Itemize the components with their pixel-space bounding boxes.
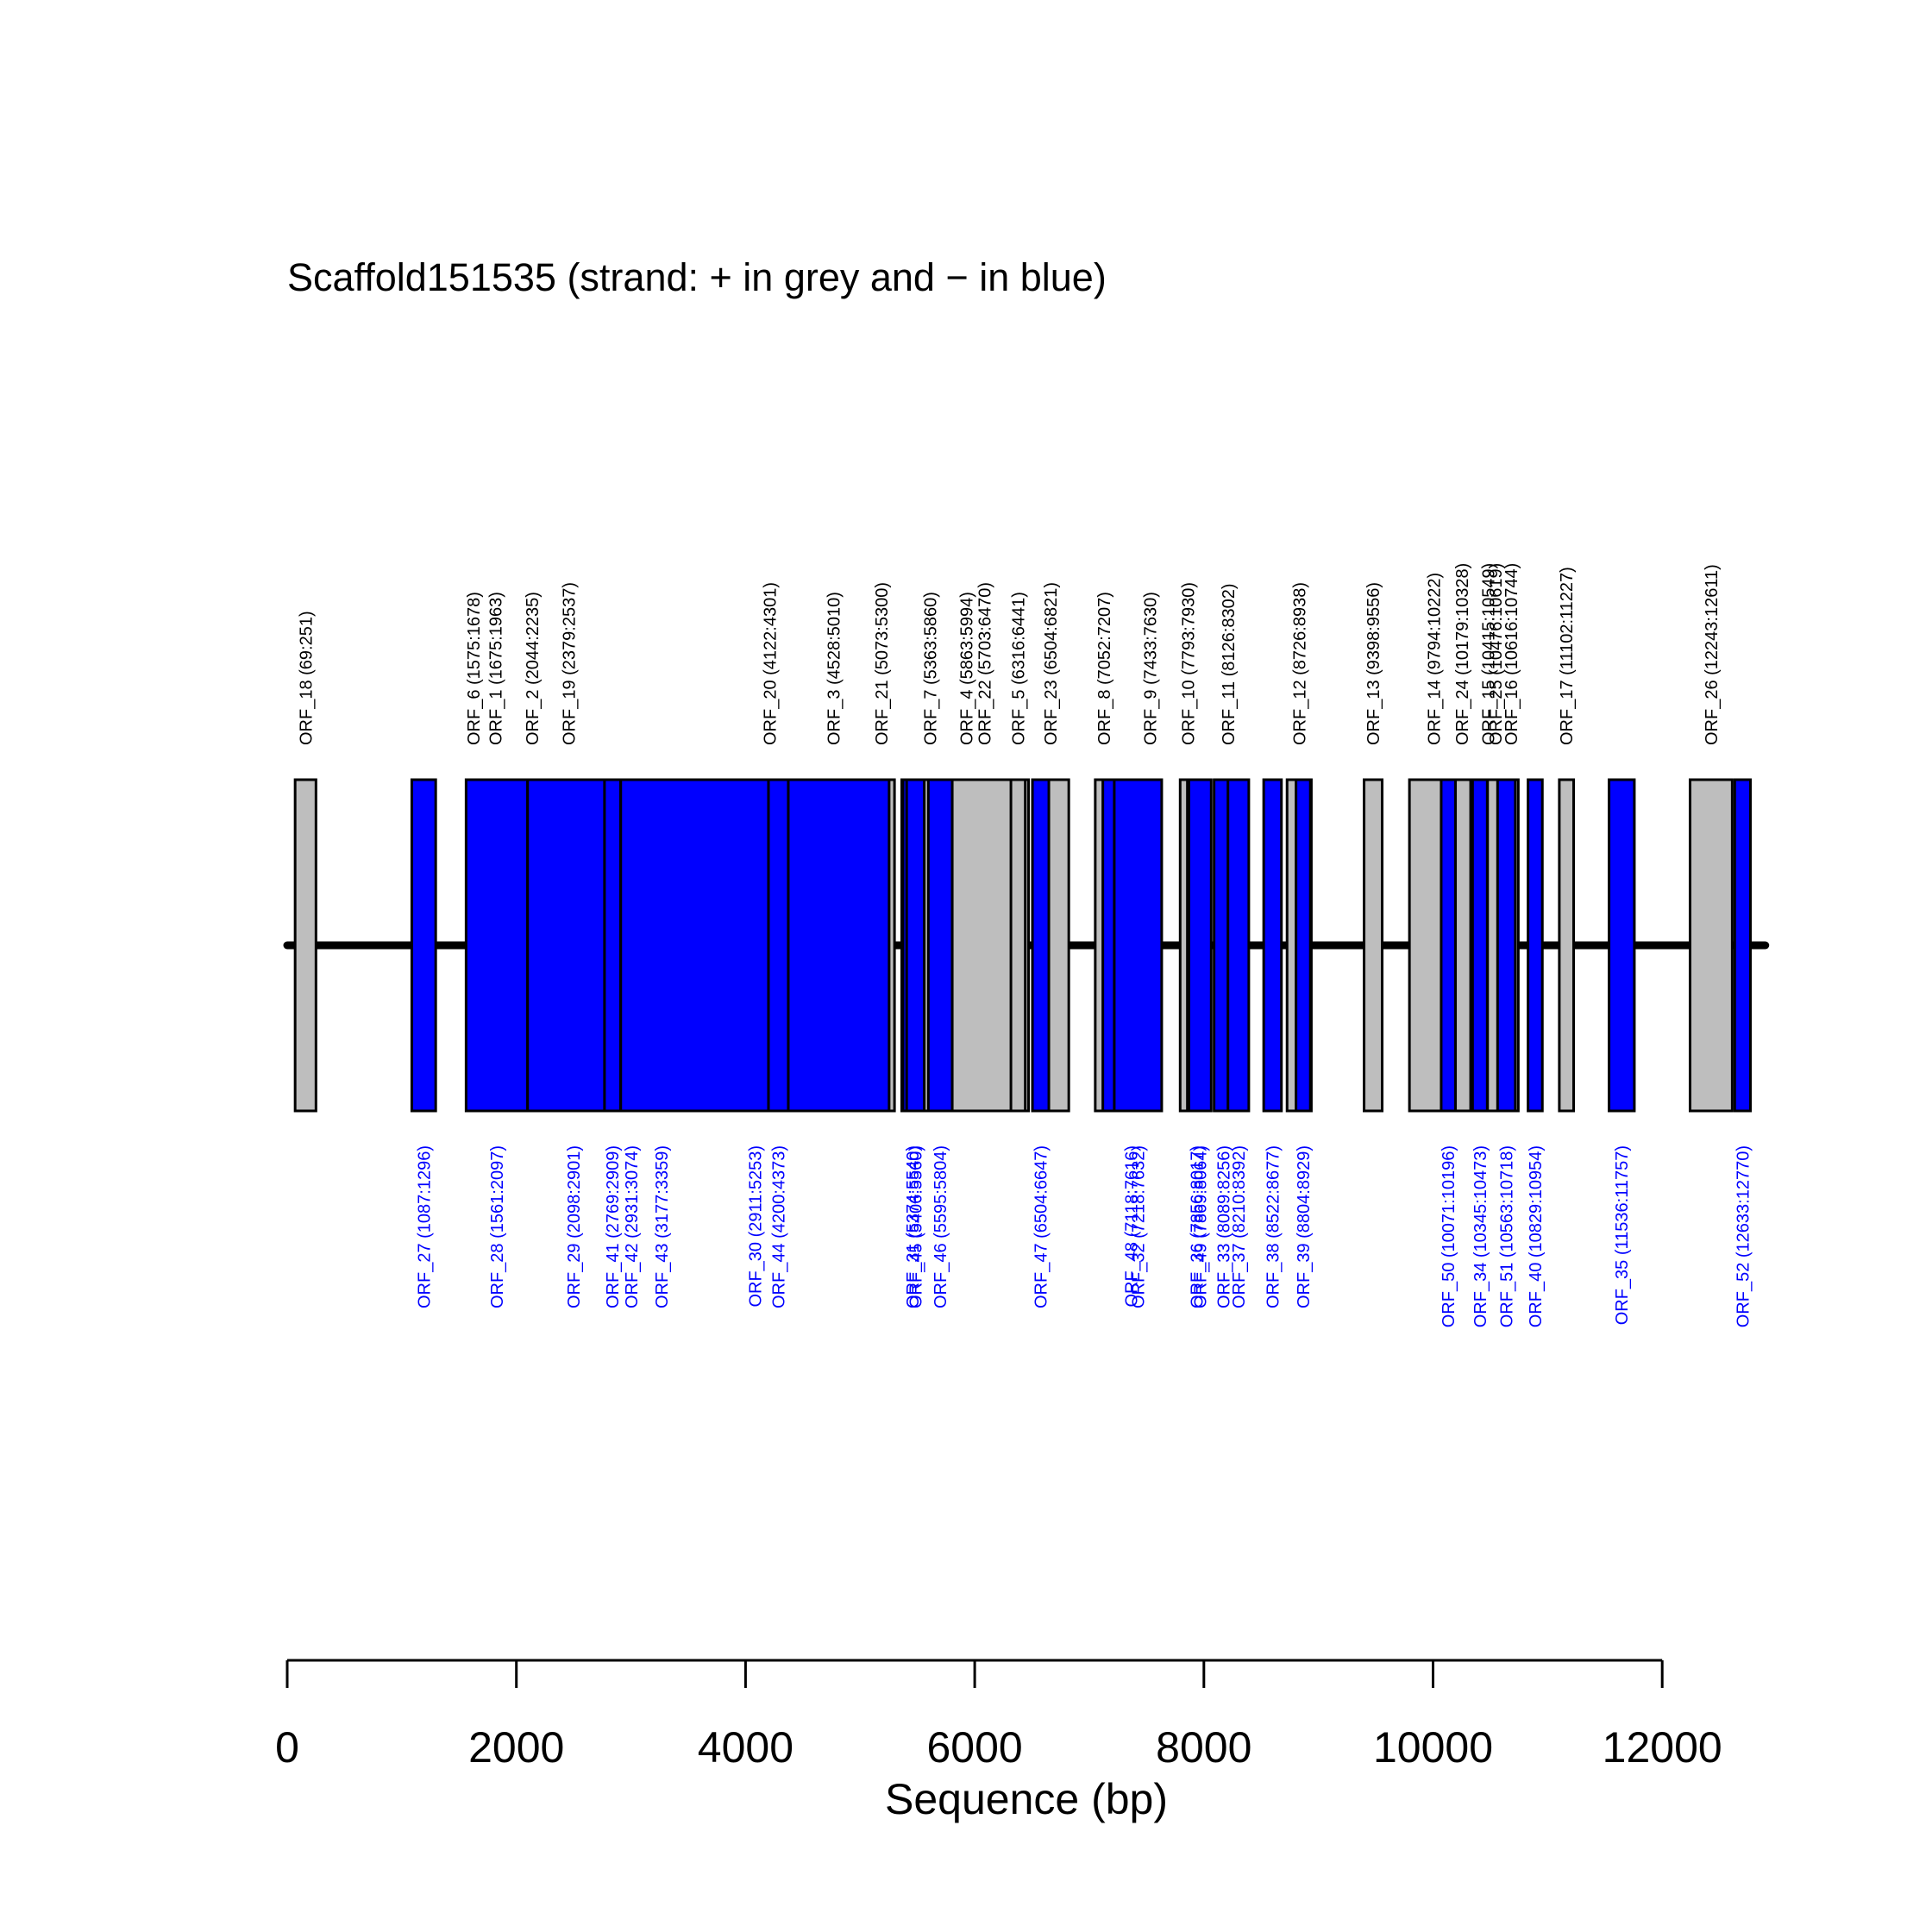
x-tick-label: 0 (275, 1723, 299, 1772)
plus-orf-label: ORF_10 (7793:7930) (1179, 582, 1198, 745)
minus-orf-box (410, 778, 437, 1113)
plus-orf-label: ORF_25 (10476:10619) (1487, 563, 1506, 745)
minus-orf-box (1608, 778, 1636, 1113)
x-tick-label: 10000 (1373, 1723, 1493, 1772)
x-axis: 0 2000 4000 6000 8000 10000 12000 (275, 1659, 1722, 1772)
minus-orf-label: ORF_50 (10071:10196) (1440, 1145, 1458, 1327)
plus-orf-box (1363, 778, 1384, 1113)
plus-orf-label: ORF_20 (4122:4301) (761, 582, 780, 745)
plus-orf-label: ORF_1 (1675:1963) (487, 592, 506, 745)
plus-orf-label: ORF_19 (2379:2537) (561, 582, 580, 745)
x-tick-label: 2000 (468, 1723, 564, 1772)
plus-orf-box (1688, 778, 1734, 1113)
plus-orf-label: ORF_14 (9794:10222) (1426, 573, 1445, 745)
minus-orf-label: ORF_30 (2911:5253) (746, 1145, 765, 1308)
minus-orf-label: ORF_46 (5595:5804) (932, 1145, 950, 1308)
minus-orf-box (619, 778, 891, 1113)
minus-orf-box (603, 778, 622, 1113)
minus-orf-box (1496, 778, 1517, 1113)
minus-orf-label: ORF_51 (10563:10718) (1498, 1145, 1517, 1327)
minus-orf-label: ORF_37 (8210:8392) (1230, 1145, 1249, 1308)
plus-orf-label: ORF_5 (6316:6441) (1009, 592, 1028, 745)
minus-orf-box (1113, 778, 1164, 1113)
minus-orf-box (905, 778, 926, 1113)
x-axis-title: Sequence (bp) (885, 1775, 1168, 1823)
minus-orf-box (1187, 778, 1213, 1113)
minus-orf-label: ORF_45 (5406:5560) (906, 1145, 925, 1308)
plus-orf-label: ORF_24 (10179:10328) (1453, 563, 1472, 745)
plus-orf-label: ORF_3 (4528:5010) (825, 592, 844, 745)
plus-orf-box (293, 778, 317, 1113)
minus-orf-box (464, 778, 530, 1113)
chart-title: Scaffold151535 (strand: + in grey and − … (287, 255, 1107, 299)
plus-orf-label: ORF_2 (2044:2235) (524, 592, 543, 745)
plus-orf-label: ORF_16 (10616:10744) (1502, 563, 1521, 745)
minus-orf-box (1295, 778, 1312, 1113)
plus-orf-label: ORF_22 (5703:6470) (976, 582, 995, 745)
minus-orf-box (1471, 778, 1489, 1113)
plus-orf-label: ORF_8 (7052:7207) (1095, 592, 1114, 745)
plus-orf-label: ORF_21 (5073:5300) (873, 582, 892, 745)
minus-orf-label: ORF_40 (10829:10954) (1527, 1145, 1546, 1327)
minus-orf-box (1031, 778, 1051, 1113)
plus-orf-label: ORF_12 (8726:8938) (1290, 582, 1309, 745)
plus-orf-label: ORF_11 (8126:8302) (1220, 583, 1239, 745)
plus-orf-label: ORF_15 (10415:10549) (1480, 563, 1499, 745)
minus-orf-label: ORF_41 (2769:2909) (604, 1145, 623, 1308)
minus-orf-label: ORF_43 (3177:3359) (653, 1145, 672, 1308)
plus-orf-label: ORF_13 (9398:9556) (1364, 582, 1383, 745)
minus-orf-label: ORF_44 (4200:4373) (769, 1145, 788, 1308)
plus-orf-label: ORF_17 (11102:11227) (1558, 567, 1577, 745)
minus-strand-labels: ORF_27 (1087:1296) ORF_28 (1561:2097) ORF_… (415, 1145, 1753, 1327)
minus-orf-label: ORF_39 (8804:8929) (1295, 1145, 1314, 1308)
minus-orf-label: ORF_33 (8089:8256) (1215, 1145, 1234, 1308)
minus-orf-label: ORF_52 (12633:12770) (1734, 1145, 1753, 1327)
minus-orf-label: ORF_38 (8522:8677) (1264, 1145, 1283, 1308)
minus-orf-label: ORF_28 (1561:2097) (488, 1145, 507, 1308)
plus-strand-labels: ORF_18 (69:251) ORF_6 (1575:1678) ORF_1 (1… (297, 563, 1722, 745)
plus-orf-label: ORF_23 (6504:6821) (1042, 582, 1061, 745)
minus-orf-label: ORF_35 (11536:11757) (1613, 1145, 1632, 1325)
x-tick-label: 8000 (1156, 1723, 1251, 1772)
minus-orf-box (767, 778, 790, 1113)
minus-orf-label: ORF_32 (7218:7632) (1129, 1145, 1148, 1308)
minus-orf-box (1440, 778, 1458, 1113)
plus-orf-label: ORF_18 (69:251) (297, 611, 316, 745)
plus-orf-box (1558, 778, 1576, 1113)
minus-orf-label: ORF_49 (7869:8064) (1191, 1145, 1210, 1308)
x-tick-label: 4000 (698, 1723, 794, 1772)
plus-orf-label: ORF_9 (7433:7630) (1142, 592, 1161, 745)
minus-orf-box (1527, 778, 1544, 1113)
minus-orf-label: ORF_47 (6504:6647) (1032, 1145, 1051, 1308)
plus-orf-label: ORF_4 (5863:5994) (958, 592, 977, 745)
minus-orf-box (1733, 778, 1752, 1113)
plus-orf-label: ORF_6 (1575:1678) (465, 592, 484, 745)
plus-orf-box (1009, 778, 1027, 1113)
minus-strand-orfs (410, 778, 1752, 1113)
minus-orf-label: ORF_29 (2098:2901) (565, 1145, 584, 1308)
minus-orf-label: ORF_48 (7118:7616) (1123, 1145, 1142, 1308)
minus-orf-label: ORF_36 (7856:8017) (1188, 1145, 1207, 1308)
minus-orf-label: ORF_27 (1087:1296) (415, 1145, 434, 1308)
minus-orf-box (926, 778, 954, 1113)
minus-orf-label: ORF_31 (5374:5540) (904, 1145, 923, 1308)
minus-orf-box (1226, 778, 1251, 1113)
minus-orf-label: ORF_42 (2931:3074) (623, 1145, 642, 1308)
x-tick-label: 12000 (1603, 1723, 1722, 1772)
plus-orf-label: ORF_7 (5363:5860) (921, 592, 940, 745)
minus-orf-label: ORF_34 (10345:10473) (1471, 1145, 1490, 1327)
plus-orf-label: ORF_26 (12243:12611) (1703, 564, 1722, 745)
minus-orf-box (1262, 778, 1283, 1113)
x-tick-label: 6000 (926, 1723, 1022, 1772)
